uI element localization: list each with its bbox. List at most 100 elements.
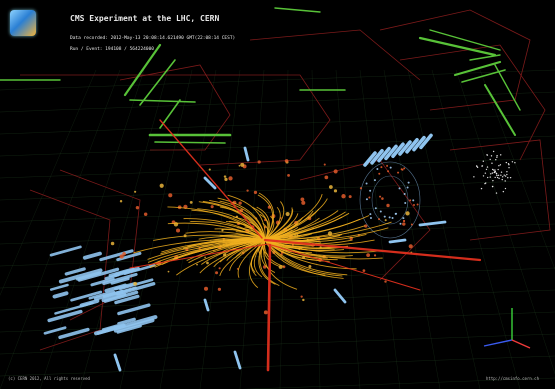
- charged-track: [234, 234, 266, 241]
- endcap-hit: [480, 187, 483, 190]
- detector-hit: [362, 269, 366, 272]
- muon-chamber: [453, 60, 502, 77]
- detector-hit: [384, 219, 387, 222]
- endcap-hit: [504, 175, 507, 177]
- endcap-hit: [412, 204, 415, 207]
- charged-track: [264, 228, 301, 241]
- endcap-hit: [491, 162, 493, 164]
- charged-track: [219, 239, 266, 263]
- endcap-hit: [490, 173, 492, 175]
- grid-line: [0, 311, 555, 333]
- endcap-hit: [379, 195, 382, 198]
- detector-hit: [159, 183, 164, 188]
- detector-outline: [29, 189, 111, 351]
- detector-hit: [208, 168, 211, 171]
- hcal-tower: [370, 149, 384, 165]
- endcap-hit: [486, 176, 489, 179]
- charged-track: [258, 192, 274, 241]
- hcal-tower: [52, 291, 69, 299]
- endcap-hit: [493, 171, 495, 174]
- endcap-hit: [495, 192, 498, 194]
- endcap-hit: [365, 198, 368, 201]
- detector-hit: [408, 244, 413, 249]
- hcal-tower: [102, 272, 138, 286]
- detector-hit: [135, 205, 140, 210]
- detector-hit: [167, 270, 170, 273]
- endcap-hit: [369, 189, 372, 192]
- charged-track: [256, 206, 270, 241]
- endcap-hit: [508, 164, 510, 166]
- detector-hit: [348, 195, 352, 199]
- detector-outline: [299, 159, 431, 281]
- endcap-hit: [473, 176, 475, 178]
- hcal-tower: [113, 353, 122, 372]
- endcap-hit: [511, 161, 514, 163]
- hcal-tower: [377, 146, 391, 163]
- site-link: http://cmsinfo.cern.ch: [486, 376, 539, 381]
- muon-chamber: [429, 29, 501, 51]
- detector-hit: [324, 175, 329, 180]
- endcap-hit: [504, 187, 507, 190]
- detector-hit: [143, 212, 148, 216]
- detector-hit: [119, 254, 124, 259]
- muon-track: [267, 243, 421, 291]
- endcap-hit: [499, 164, 502, 166]
- endcap-hit: [497, 174, 500, 177]
- detector-hit: [405, 211, 410, 216]
- endcap-hit: [397, 171, 400, 174]
- endcap-hit: [412, 199, 415, 202]
- endcap-hit: [416, 203, 419, 206]
- detector-hit: [323, 163, 326, 166]
- endcap-hit: [508, 166, 510, 169]
- grid-line: [0, 355, 555, 377]
- detector-hit: [300, 295, 303, 298]
- detector-hit: [284, 159, 289, 163]
- detector-grid: [0, 69, 555, 389]
- endcap-hit: [407, 181, 410, 184]
- detector-hit: [122, 251, 126, 256]
- hcal-tower: [70, 290, 103, 302]
- hcal-tower: [58, 268, 103, 284]
- detector-hit: [308, 265, 312, 268]
- charged-track: [229, 239, 266, 271]
- grid-line: [0, 201, 555, 223]
- endcap-hit: [496, 176, 499, 179]
- detector-hit: [381, 197, 384, 200]
- grid-line: [0, 91, 555, 113]
- detector-hit: [210, 205, 214, 209]
- endcap-hit: [498, 177, 500, 180]
- detector-hit: [168, 193, 173, 198]
- endcap-hit: [494, 169, 496, 171]
- detector-hit: [206, 261, 209, 265]
- endcap-hit: [391, 216, 394, 219]
- hcal-tower: [82, 251, 102, 260]
- endcap-hit: [376, 168, 379, 171]
- endcap-hit: [379, 210, 382, 213]
- endcap-hit: [486, 166, 489, 168]
- endcap-hit: [504, 180, 506, 182]
- detector-hit: [386, 203, 390, 208]
- hcal-tower: [47, 309, 83, 323]
- grid-line: [383, 69, 441, 389]
- hcal-tower: [99, 249, 134, 262]
- grid-line: [119, 69, 193, 389]
- charged-track: [190, 221, 266, 241]
- endcap-hit: [500, 171, 503, 173]
- hcal-tower: [203, 176, 217, 190]
- detector-outline: [379, 9, 531, 111]
- event-title: CMS Experiment at the LHC, CERN: [70, 14, 220, 23]
- grid-line: [79, 69, 169, 389]
- endcap-hit: [495, 173, 498, 175]
- charged-track: [209, 237, 266, 241]
- endcap-hit: [409, 199, 412, 202]
- grid-line: [359, 69, 401, 389]
- endcap-hit: [493, 169, 495, 171]
- detector-hit: [240, 162, 245, 167]
- muon-track: [159, 119, 263, 239]
- hcal-tower: [117, 303, 151, 316]
- charged-track: [187, 238, 266, 247]
- endcap-hit: [496, 174, 498, 177]
- endcap-hit: [492, 150, 495, 153]
- detector-hit: [300, 197, 305, 202]
- charged-track: [147, 239, 266, 260]
